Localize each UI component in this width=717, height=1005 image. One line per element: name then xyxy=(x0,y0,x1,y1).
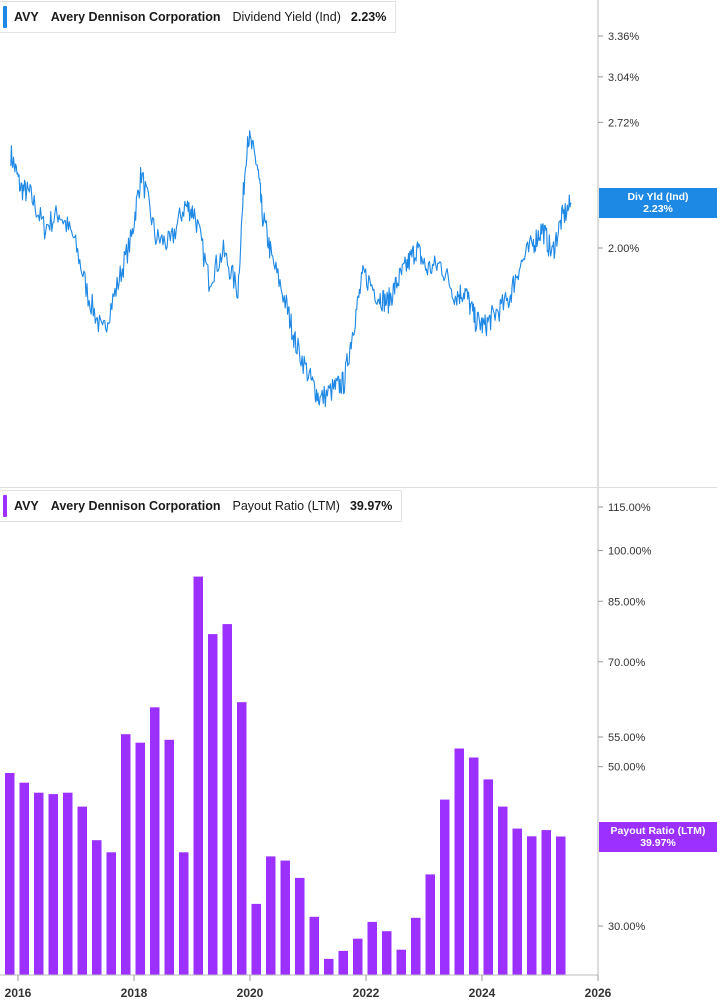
x-tick-label: 2018 xyxy=(121,986,148,1000)
yield-chart xyxy=(10,130,572,408)
yield-series-line xyxy=(10,130,572,408)
payout-bar xyxy=(150,707,160,975)
payout-bar xyxy=(338,950,348,975)
x-tick-label: 2016 xyxy=(5,986,32,1000)
payout-bar xyxy=(295,877,305,975)
payout-legend-swatch xyxy=(3,495,7,517)
payout-bar xyxy=(541,830,551,975)
yield-badge-value: 2.23% xyxy=(643,203,673,215)
payout-bar xyxy=(367,921,377,975)
payout-badge-value: 39.97% xyxy=(640,837,676,849)
payout-bar xyxy=(193,576,203,975)
yield-ytick-label: 3.04% xyxy=(608,72,639,84)
payout-bar xyxy=(483,779,493,975)
yield-legend-swatch xyxy=(3,6,7,28)
payout-legend-value: 39.97% xyxy=(349,499,393,513)
payout-ytick-label: 55.00% xyxy=(608,732,646,744)
payout-legend-ticker: AVY xyxy=(14,499,39,513)
payout-bar xyxy=(237,702,247,975)
payout-bar xyxy=(498,806,508,975)
payout-bar xyxy=(251,903,261,975)
yield-legend[interactable]: AVY Avery Dennison Corporation Dividend … xyxy=(0,1,397,33)
payout-bar xyxy=(121,734,131,975)
payout-bar xyxy=(382,931,392,975)
payout-bar xyxy=(469,757,479,975)
x-tick-label: 2022 xyxy=(353,986,380,1000)
payout-bar xyxy=(280,860,290,975)
yield-badge-title: Div Yld (Ind) xyxy=(627,191,689,203)
payout-bar xyxy=(266,856,276,975)
payout-ytick-label: 70.00% xyxy=(608,657,646,669)
payout-bar xyxy=(77,806,87,975)
payout-bar xyxy=(527,836,537,975)
payout-bar xyxy=(440,799,450,975)
yield-ytick-label: 3.36% xyxy=(608,31,639,43)
payout-bar xyxy=(556,836,566,975)
yield-legend-value: 2.23% xyxy=(350,10,387,24)
payout-bar xyxy=(5,773,15,975)
payout-bar xyxy=(63,792,73,975)
yield-ytick-label: 2.72% xyxy=(608,117,639,129)
payout-bar xyxy=(135,742,145,975)
payout-bar xyxy=(19,782,29,975)
payout-bar xyxy=(222,624,232,975)
yield-legend-company: Avery Dennison Corporation xyxy=(50,10,221,24)
payout-bar xyxy=(309,916,319,975)
payout-ytick-label: 115.00% xyxy=(608,502,651,514)
yield-ytick-label: 2.00% xyxy=(608,243,639,255)
payout-ytick-label: 30.00% xyxy=(608,921,646,933)
payout-legend-metric: Payout Ratio (LTM) xyxy=(232,499,340,513)
payout-bar xyxy=(179,852,189,975)
payout-chart xyxy=(5,576,566,975)
payout-bar xyxy=(353,938,363,975)
yield-legend-metric: Dividend Yield (Ind) xyxy=(232,10,341,24)
payout-ytick-label: 85.00% xyxy=(608,596,646,608)
x-tick-label: 2026 xyxy=(585,986,612,1000)
yield-legend-ticker: AVY xyxy=(14,10,39,24)
payout-legend-company: Avery Dennison Corporation xyxy=(50,499,221,513)
payout-value-badge: Payout Ratio (LTM) 39.97% xyxy=(599,822,717,852)
payout-bar xyxy=(34,792,44,975)
payout-bar xyxy=(396,949,406,975)
payout-ytick-label: 50.00% xyxy=(608,762,646,774)
payout-bar xyxy=(411,917,421,975)
payout-legend[interactable]: AVY Avery Dennison Corporation Payout Ra… xyxy=(0,490,403,522)
payout-bar xyxy=(512,828,522,975)
x-tick-label: 2020 xyxy=(237,986,264,1000)
payout-bar xyxy=(48,794,58,975)
payout-bar xyxy=(324,958,334,975)
payout-badge-title: Payout Ratio (LTM) xyxy=(610,825,706,837)
payout-bar xyxy=(425,874,435,975)
payout-bar xyxy=(164,739,174,975)
payout-ytick-label: 100.00% xyxy=(608,546,652,558)
x-tick-label: 2024 xyxy=(469,986,496,1000)
yield-value-badge: Div Yld (Ind) 2.23% xyxy=(599,188,717,218)
payout-bar xyxy=(208,634,218,975)
payout-bar xyxy=(92,840,102,975)
payout-bar xyxy=(454,748,464,975)
payout-bar xyxy=(106,852,116,975)
